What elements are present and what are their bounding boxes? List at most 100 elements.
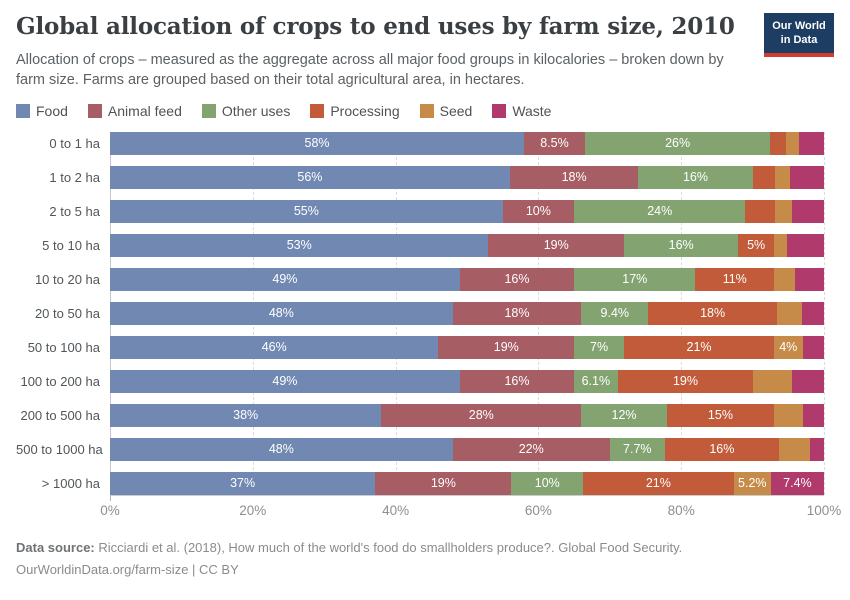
bar-segment-other-uses[interactable]: 16% bbox=[624, 233, 739, 257]
bar-track: 37% 19% 10% 21% 5.2% 7.4% bbox=[110, 471, 824, 495]
bar-segment-animal-feed[interactable]: 19% bbox=[488, 233, 625, 257]
bar-row: 200 to 500 ha 38% 28% 12% 15% bbox=[16, 403, 824, 427]
bar-segment-seed[interactable] bbox=[753, 369, 792, 393]
bar-segment-animal-feed[interactable]: 8.5% bbox=[524, 131, 585, 155]
legend-swatch-icon bbox=[492, 103, 507, 118]
row-label: 1 to 2 ha bbox=[49, 169, 100, 185]
bar-segment-food[interactable]: 56% bbox=[110, 165, 510, 189]
bar-segment-animal-feed[interactable]: 19% bbox=[438, 335, 575, 359]
bar-segment-food[interactable]: 49% bbox=[110, 267, 460, 291]
bar-segment-processing[interactable]: 18% bbox=[648, 301, 777, 325]
bar-segment-processing[interactable] bbox=[770, 131, 787, 155]
bar-segment-other-uses[interactable]: 10% bbox=[511, 471, 584, 495]
bar-segment-waste[interactable] bbox=[809, 437, 824, 461]
bar-segment-waste[interactable] bbox=[791, 199, 824, 223]
header: Global allocation of crops to end uses b… bbox=[16, 13, 834, 91]
bar-segment-waste[interactable] bbox=[794, 267, 824, 291]
bar-segment-processing[interactable]: 21% bbox=[624, 335, 774, 359]
bar-segment-seed[interactable] bbox=[786, 131, 799, 155]
bar-row: 500 to 1000 ha 48% 22% 7.7% 16% bbox=[16, 437, 824, 461]
bar-row: 2 to 5 ha 55% 10% 24% bbox=[16, 199, 824, 223]
owid-logo-line1: Our World bbox=[772, 20, 826, 32]
legend-item-seed[interactable]: Seed bbox=[419, 102, 473, 119]
bar-segment-waste[interactable] bbox=[802, 335, 824, 359]
bar-segment-seed[interactable] bbox=[773, 233, 787, 257]
bar-segment-animal-feed[interactable]: 22% bbox=[452, 437, 610, 461]
bar-segment-animal-feed[interactable]: 18% bbox=[509, 165, 639, 189]
owid-logo[interactable]: Our World in Data bbox=[764, 13, 834, 57]
bar-segment-seed[interactable] bbox=[774, 267, 795, 291]
bar-segment-animal-feed[interactable]: 18% bbox=[452, 301, 582, 325]
bar-segment-food[interactable]: 53% bbox=[110, 233, 489, 257]
legend-item-food[interactable]: Food bbox=[16, 103, 68, 119]
bar-track: 48% 22% 7.7% 16% bbox=[110, 437, 824, 461]
bar-segment-food[interactable]: 58% bbox=[110, 131, 525, 155]
bar-segment-other-uses[interactable]: 16% bbox=[638, 165, 753, 189]
axis-tick-label: 20% bbox=[239, 502, 267, 518]
bar-segment-food[interactable]: 48% bbox=[110, 437, 453, 461]
axis-tick-label: 0% bbox=[100, 502, 120, 518]
bar-segment-seed[interactable]: 4% bbox=[774, 335, 803, 359]
bar-segment-waste[interactable] bbox=[798, 131, 824, 155]
legend-item-animal-feed[interactable]: Animal feed bbox=[87, 103, 182, 119]
bar-segment-animal-feed[interactable]: 16% bbox=[459, 369, 575, 393]
bar-segment-waste[interactable] bbox=[802, 403, 824, 427]
bar-segment-processing[interactable] bbox=[752, 165, 776, 189]
legend-swatch-icon bbox=[87, 103, 102, 118]
row-label: 20 to 50 ha bbox=[34, 305, 100, 321]
legend-swatch-icon bbox=[201, 103, 216, 118]
bar-segment-other-uses[interactable]: 6.1% bbox=[574, 369, 618, 393]
bar-track: 58% 8.5% 26% bbox=[110, 131, 824, 155]
cc-by-link[interactable]: CC BY bbox=[199, 561, 239, 577]
bar-segment-other-uses[interactable]: 9.4% bbox=[581, 301, 649, 325]
bar-segment-food[interactable]: 55% bbox=[110, 199, 503, 223]
bar-segment-processing[interactable]: 21% bbox=[583, 471, 734, 495]
legend-item-processing[interactable]: Processing bbox=[310, 102, 400, 119]
bar-track: 56% 18% 16% bbox=[110, 165, 824, 189]
bar-segment-animal-feed[interactable]: 28% bbox=[381, 403, 582, 427]
bar-segment-waste[interactable] bbox=[801, 301, 824, 325]
bar-segment-processing[interactable]: 5% bbox=[738, 233, 774, 257]
bar-segment-food[interactable]: 49% bbox=[110, 369, 460, 393]
bar-segment-seed[interactable] bbox=[775, 165, 790, 189]
bar-segment-processing[interactable]: 11% bbox=[695, 267, 774, 291]
bar-segment-other-uses[interactable]: 24% bbox=[574, 199, 746, 223]
bar-segment-processing[interactable] bbox=[745, 199, 775, 223]
bar-segment-waste[interactable]: 7.4% bbox=[770, 471, 824, 495]
bar-segment-animal-feed[interactable]: 10% bbox=[502, 199, 575, 223]
bar-segment-food[interactable]: 48% bbox=[110, 301, 453, 325]
bar-segment-seed[interactable] bbox=[779, 437, 810, 461]
bar-segment-waste[interactable] bbox=[786, 233, 824, 257]
bar-segment-other-uses[interactable]: 7.7% bbox=[609, 437, 665, 461]
row-label: 200 to 500 ha bbox=[20, 407, 100, 423]
bar-segment-other-uses[interactable]: 12% bbox=[581, 403, 667, 427]
bar-segment-other-uses[interactable]: 7% bbox=[574, 335, 625, 359]
row-label: 100 to 200 ha bbox=[20, 373, 100, 389]
bar-segment-seed[interactable] bbox=[776, 301, 802, 325]
legend-label: Seed bbox=[439, 102, 473, 119]
bar-segment-waste[interactable] bbox=[791, 369, 824, 393]
legend-item-waste[interactable]: Waste bbox=[492, 103, 551, 119]
bar-segment-processing[interactable]: 15% bbox=[666, 403, 774, 427]
bar-segment-animal-feed[interactable]: 19% bbox=[375, 471, 512, 495]
bar-segment-animal-feed[interactable]: 16% bbox=[459, 267, 575, 291]
bar-segment-other-uses[interactable]: 26% bbox=[584, 131, 771, 155]
bar-segment-seed[interactable] bbox=[773, 403, 803, 427]
bar-segment-seed[interactable] bbox=[774, 199, 792, 223]
legend-item-other-uses[interactable]: Other uses bbox=[201, 103, 290, 119]
owid-url-link[interactable]: OurWorldinData.org/farm-size bbox=[16, 561, 189, 577]
bar-row: 10 to 20 ha 49% 16% 17% 11% bbox=[16, 267, 824, 291]
bar-segment-processing[interactable]: 19% bbox=[617, 369, 754, 393]
gridline bbox=[824, 131, 825, 495]
bar-segment-waste[interactable] bbox=[789, 165, 824, 189]
bar-segment-other-uses[interactable]: 17% bbox=[574, 267, 696, 291]
legend-label: Food bbox=[36, 102, 68, 119]
row-label: 0 to 1 ha bbox=[49, 135, 100, 151]
row-label: > 1000 ha bbox=[41, 475, 100, 491]
bar-segment-food[interactable]: 38% bbox=[110, 403, 382, 427]
legend-label: Processing bbox=[330, 102, 400, 119]
bar-segment-food[interactable]: 37% bbox=[110, 471, 376, 495]
bar-segment-seed[interactable]: 5.2% bbox=[733, 471, 771, 495]
bar-segment-food[interactable]: 46% bbox=[110, 335, 439, 359]
bar-segment-processing[interactable]: 16% bbox=[664, 437, 779, 461]
